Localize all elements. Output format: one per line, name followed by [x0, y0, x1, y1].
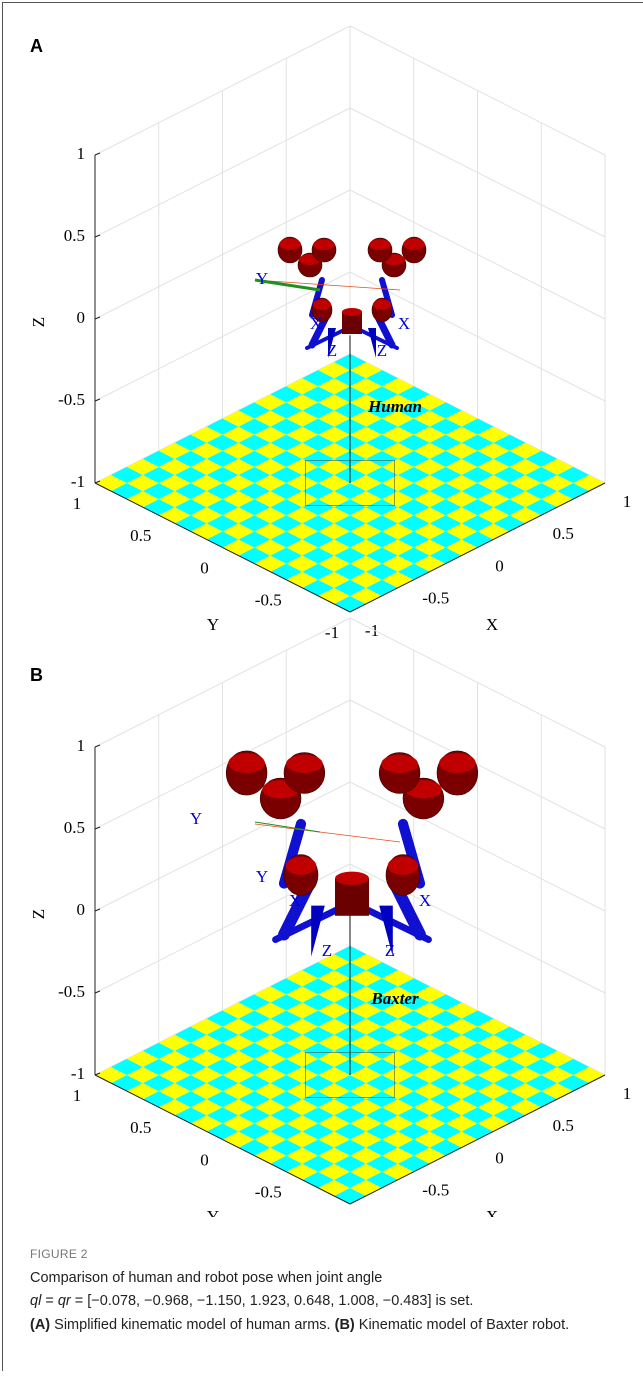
- caption-description: Comparison of human and robot pose when …: [30, 1267, 620, 1291]
- joint-top: [373, 299, 391, 310]
- joint-top: [388, 857, 419, 875]
- z-axis-label: Z: [29, 317, 48, 327]
- caption-items: (A) Simplified kinematic model of human …: [30, 1314, 620, 1338]
- y-tick-label: 0: [200, 558, 209, 577]
- caption: FIGURE 2 Comparison of human and robot p…: [30, 1243, 620, 1337]
- joint-top: [369, 239, 391, 250]
- joint-top: [403, 238, 425, 250]
- y-tick-label: 0: [200, 1150, 209, 1169]
- formula-part: =: [41, 1293, 58, 1309]
- item-tag: (B): [335, 1317, 355, 1333]
- x-tick-label: 0: [495, 556, 504, 575]
- model-label: Human: [367, 397, 422, 416]
- x-tick-label: 0.5: [553, 1116, 574, 1135]
- page: A B 10.50-0.5-110.50-0.5-1-1-0.500.51ZYX…: [0, 0, 643, 1387]
- z-tick-label: 1: [77, 736, 86, 755]
- y-tick-label: 0.5: [130, 526, 151, 545]
- joint-top: [228, 753, 265, 773]
- frame-label: Z: [327, 341, 337, 360]
- joint-top: [286, 857, 317, 875]
- y-tick-label: -1: [325, 1215, 339, 1217]
- frame-label: X: [310, 314, 322, 333]
- base-top: [335, 872, 369, 886]
- item-tag: (A): [30, 1317, 50, 1333]
- frame-axis: [255, 822, 320, 832]
- x-tick-label: 0.5: [553, 524, 574, 543]
- formula-part: qr: [58, 1293, 71, 1309]
- y-tick-label: -0.5: [255, 1183, 282, 1202]
- caption-formula: ql = qr = [−0.078, −0.968, −1.150, 1.923…: [30, 1290, 620, 1314]
- z-tick-label: 0: [77, 900, 86, 919]
- figure-label: FIGURE 2: [30, 1243, 620, 1267]
- frame-label: Y: [256, 867, 268, 886]
- z-tick-label: 0.5: [64, 226, 85, 245]
- z-axis-label: Z: [29, 909, 48, 919]
- x-tick-label: 1: [623, 492, 632, 511]
- model-label: Baxter: [370, 989, 419, 1008]
- frame-label: X: [419, 891, 431, 910]
- frame-label: Z: [385, 941, 395, 960]
- frame-axis: [255, 280, 400, 290]
- base-top: [342, 308, 362, 316]
- frame-label: X: [289, 891, 301, 910]
- frame-label: Z: [377, 341, 387, 360]
- z-tick-label: -1: [71, 1064, 85, 1083]
- y-axis-label: Y: [207, 1207, 219, 1217]
- formula-part: ql: [30, 1293, 41, 1309]
- z-tick-label: 1: [77, 144, 86, 163]
- frame-label: Y: [190, 809, 202, 828]
- z-tick-label: 0.5: [64, 818, 85, 837]
- frame-label: Z: [322, 941, 332, 960]
- frame-label: Y: [256, 269, 268, 288]
- item-text: Kinematic model of Baxter robot.: [355, 1317, 569, 1333]
- y-tick-label: 0.5: [130, 1118, 151, 1137]
- formula-part: is set.: [432, 1293, 474, 1309]
- joint-top: [313, 239, 335, 250]
- x-tick-label: 0: [495, 1148, 504, 1167]
- robot: [226, 751, 478, 957]
- plot-b: 1 0.5 0 -0.5 -1 1 0.5 0 -0.5 -1 -1 -0.5 0 0.5 1 Z Y X Y Y X Z…: [0, 592, 643, 1217]
- z-tick-label: -1: [71, 472, 85, 491]
- frame-label: X: [398, 314, 410, 333]
- joint-top: [313, 299, 331, 310]
- joint-top: [381, 755, 418, 773]
- x-tick-label: -0.5: [422, 1181, 449, 1200]
- z-tick-label: 0: [77, 308, 86, 327]
- formula-part: = [−0.078, −0.968, −1.150, 1.923, 0.648,…: [71, 1293, 432, 1309]
- x-axis-label: X: [486, 1207, 498, 1217]
- joint-top: [279, 238, 301, 250]
- item-text: Simplified kinematic model of human arms…: [50, 1317, 334, 1333]
- y-tick-label: 1: [73, 494, 82, 513]
- z-tick-label: -0.5: [58, 982, 85, 1001]
- x-tick-label: 1: [623, 1084, 632, 1103]
- joint-top: [286, 755, 323, 773]
- frame-axis: [255, 824, 400, 842]
- joint-top: [439, 753, 476, 773]
- x-tick-label: -1: [365, 1213, 379, 1217]
- z-arrow: [368, 328, 376, 358]
- y-tick-label: 1: [73, 1086, 82, 1105]
- z-tick-label: -0.5: [58, 390, 85, 409]
